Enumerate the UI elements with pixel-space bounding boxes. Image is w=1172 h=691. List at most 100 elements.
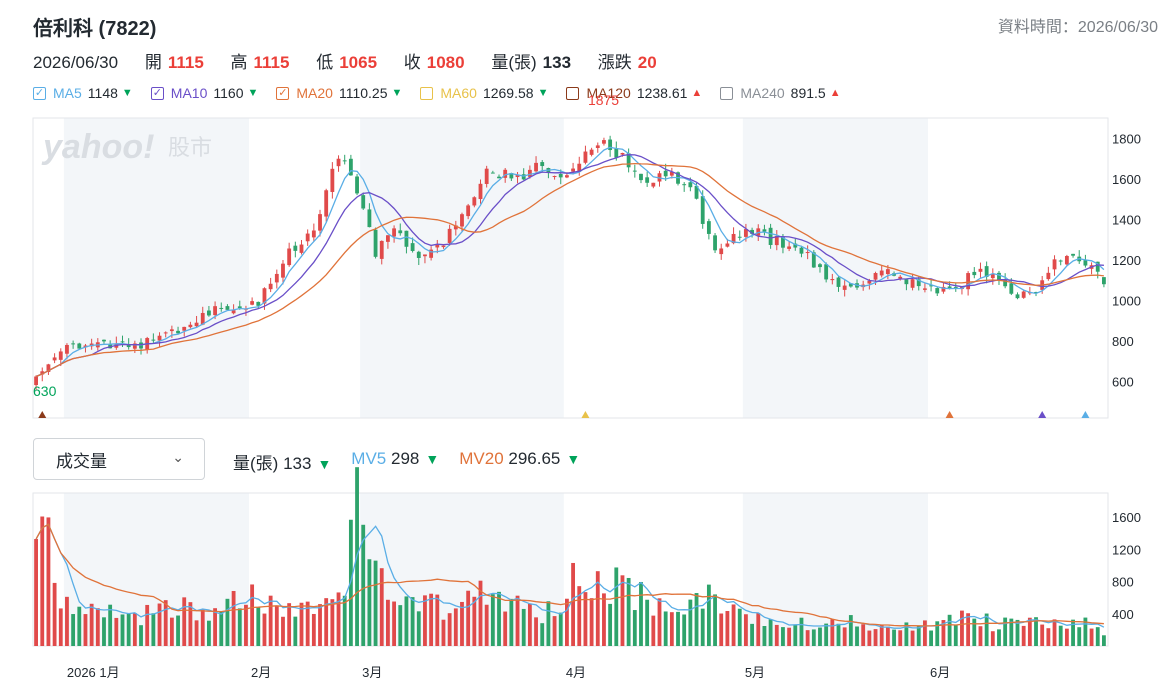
open-label: 開 <box>144 53 162 72</box>
volume-bar <box>250 584 255 646</box>
volume-bar <box>1052 619 1057 646</box>
volume-bar <box>157 603 162 646</box>
volume-bar <box>1095 627 1100 646</box>
ma-legend-item-ma60[interactable]: MA60 1269.58 ▼ <box>420 85 548 101</box>
candle-body <box>984 266 989 277</box>
candle-body <box>503 169 508 178</box>
volume-bar <box>299 602 304 646</box>
open-value: 1115 <box>167 53 204 72</box>
volume-bar <box>89 603 94 646</box>
checkbox-icon[interactable] <box>720 86 734 100</box>
candle-body <box>71 343 76 345</box>
signal-marker <box>1081 411 1090 418</box>
ma-legend-item-ma5[interactable]: ✓ MA5 1148 ▼ <box>33 85 133 101</box>
volume-bar <box>583 592 588 646</box>
candle-body <box>231 310 236 314</box>
candle-body <box>250 301 255 305</box>
candle-body <box>972 271 977 276</box>
volume-bar <box>145 604 150 646</box>
volume-bar <box>429 593 434 646</box>
candle-body <box>472 197 477 206</box>
candle-body <box>466 205 471 217</box>
volume-tick-label: 1600 <box>1112 510 1141 525</box>
volume-bar <box>392 601 396 646</box>
candle-body <box>793 243 798 248</box>
down-arrow-icon: ▼ <box>425 451 440 467</box>
checkbox-icon[interactable]: ✓ <box>33 86 46 100</box>
max-price-label: 1875 <box>588 92 619 108</box>
candle-body <box>176 330 180 334</box>
volume-bar <box>805 630 810 646</box>
candle-body <box>497 176 501 179</box>
down-arrow-icon: ▼ <box>317 456 332 472</box>
candle-body <box>435 244 440 248</box>
down-arrow-icon: ▼ <box>566 451 581 467</box>
candle-body <box>58 351 63 360</box>
volume-bar <box>787 627 792 646</box>
candle-body <box>355 176 359 194</box>
volume-bar <box>194 620 199 646</box>
indicator-select[interactable]: 成交量 ⌄ <box>33 438 205 480</box>
volume-bar <box>960 610 964 646</box>
volume-label: 量(張) <box>491 53 537 72</box>
volume-bar <box>311 613 316 646</box>
candle-body <box>416 251 421 258</box>
candle-body <box>330 168 335 192</box>
volume-bar <box>1089 628 1094 646</box>
candle-body <box>700 196 705 224</box>
volume-tick-label: 400 <box>1112 607 1134 622</box>
candle-body <box>318 214 322 231</box>
volume-bar <box>552 616 557 646</box>
volume-bar <box>176 615 180 646</box>
volume-plot-frame <box>32 492 1109 647</box>
candle-body <box>774 235 779 246</box>
candle-body <box>336 158 341 167</box>
volume-bar <box>941 620 946 646</box>
candle-body <box>620 152 625 155</box>
stock-title: 倍利科 (7822) <box>33 18 157 40</box>
candle-body <box>830 279 835 281</box>
up-arrow-icon: ▲ <box>691 87 703 99</box>
ma-legend-item-ma240[interactable]: MA240 891.5 ▲ <box>720 85 841 101</box>
volume-bar <box>632 610 637 646</box>
candle-body <box>305 233 310 242</box>
candle-body <box>490 172 495 174</box>
checkbox-icon[interactable]: ✓ <box>150 86 164 100</box>
volume-bar <box>848 615 853 646</box>
candle-body <box>509 173 514 179</box>
volume-bar <box>972 618 977 646</box>
ma-legend-item-ma10[interactable]: ✓ MA10 1160 ▼ <box>150 85 258 101</box>
volume-bar <box>423 595 427 646</box>
candle-body <box>460 214 464 227</box>
volume-bar <box>793 624 798 646</box>
volume-bar <box>762 626 767 646</box>
volume-bar <box>1027 617 1032 646</box>
candle-body <box>527 169 532 177</box>
volume-bar <box>935 621 940 646</box>
checkbox-icon[interactable] <box>566 86 580 100</box>
volume-bar <box>151 613 156 646</box>
checkbox-icon[interactable]: ✓ <box>276 86 290 100</box>
down-arrow-icon: ▼ <box>121 87 133 99</box>
volume-bar <box>268 595 273 646</box>
volume-bar <box>645 599 650 646</box>
price-tick-label: 800 <box>1112 334 1134 349</box>
volume-bar <box>750 623 754 646</box>
candle-body <box>188 324 193 328</box>
candle-body <box>639 173 643 181</box>
candle-body <box>398 230 403 234</box>
price-axis: 600 800 1000 1200 1400 1600 1800 <box>1112 131 1141 389</box>
signal-marker <box>38 411 47 418</box>
ma-legend-item-ma120[interactable]: MA120 1238.61 ▲ <box>566 85 702 101</box>
ma5-line <box>35 146 1105 378</box>
candle-body <box>1046 272 1051 280</box>
candle-body <box>744 229 748 237</box>
candle-body <box>182 326 187 331</box>
month-shade <box>63 118 250 418</box>
candle-body <box>299 244 304 253</box>
checkbox-icon[interactable] <box>420 86 434 100</box>
volume-bar <box>947 614 952 646</box>
candle-body <box>731 233 736 244</box>
volume-bar <box>842 627 847 646</box>
ma-legend-item-ma20[interactable]: ✓ MA20 1110.25 ▼ <box>276 85 402 101</box>
